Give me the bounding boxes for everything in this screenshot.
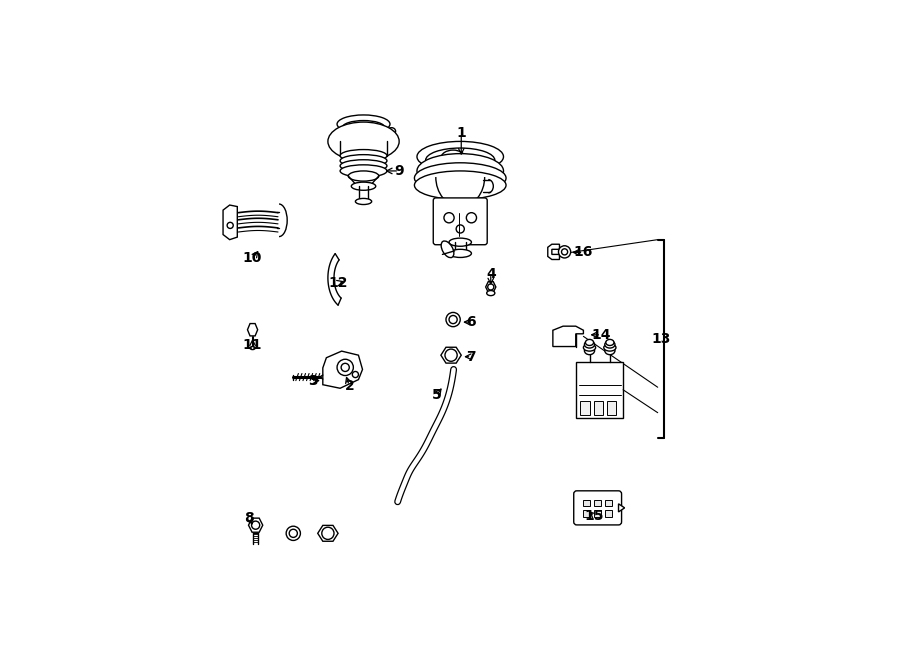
Ellipse shape	[426, 148, 495, 173]
Bar	[607, 401, 616, 415]
Ellipse shape	[356, 198, 372, 204]
Ellipse shape	[351, 182, 375, 190]
Ellipse shape	[605, 341, 615, 348]
Circle shape	[488, 284, 494, 290]
Circle shape	[456, 225, 464, 233]
Bar	[594, 401, 603, 415]
Ellipse shape	[449, 238, 472, 247]
Polygon shape	[553, 326, 583, 346]
Text: 9: 9	[394, 164, 404, 178]
Polygon shape	[486, 282, 496, 292]
Text: 12: 12	[328, 276, 347, 290]
Ellipse shape	[340, 155, 387, 167]
Ellipse shape	[338, 115, 390, 134]
Ellipse shape	[583, 344, 596, 351]
Ellipse shape	[340, 165, 387, 177]
Circle shape	[252, 521, 260, 529]
Circle shape	[445, 349, 457, 362]
Bar	[606, 510, 612, 516]
Ellipse shape	[606, 339, 614, 346]
Text: 10: 10	[243, 251, 262, 266]
Text: 4: 4	[486, 267, 496, 281]
Text: 1: 1	[456, 126, 466, 139]
Ellipse shape	[605, 346, 615, 355]
Polygon shape	[318, 525, 338, 541]
Ellipse shape	[414, 171, 506, 200]
FancyBboxPatch shape	[433, 198, 487, 245]
Ellipse shape	[340, 149, 387, 162]
Ellipse shape	[417, 141, 503, 172]
Circle shape	[341, 364, 349, 371]
Text: 3: 3	[308, 373, 318, 387]
Text: 2: 2	[345, 379, 355, 393]
Ellipse shape	[487, 291, 495, 295]
Ellipse shape	[348, 171, 379, 181]
Circle shape	[322, 527, 334, 539]
FancyBboxPatch shape	[573, 491, 622, 525]
Circle shape	[352, 371, 358, 377]
Circle shape	[446, 313, 460, 327]
Ellipse shape	[441, 241, 454, 258]
Ellipse shape	[441, 150, 465, 167]
Text: 8: 8	[244, 511, 254, 525]
Ellipse shape	[449, 249, 472, 257]
Ellipse shape	[414, 163, 506, 193]
Ellipse shape	[448, 155, 458, 162]
Ellipse shape	[328, 122, 400, 161]
Circle shape	[559, 246, 571, 258]
Text: 16: 16	[573, 245, 593, 259]
Polygon shape	[248, 324, 257, 336]
Bar	[576, 362, 623, 418]
Text: 5: 5	[432, 388, 442, 402]
Circle shape	[227, 222, 233, 229]
Bar	[594, 500, 601, 506]
Polygon shape	[323, 351, 363, 388]
Text: 6: 6	[466, 315, 476, 329]
Ellipse shape	[417, 153, 503, 188]
Bar	[606, 500, 612, 506]
Bar	[583, 510, 590, 516]
Ellipse shape	[584, 346, 595, 355]
Circle shape	[338, 359, 354, 375]
Bar	[594, 510, 601, 516]
Ellipse shape	[584, 341, 595, 348]
Ellipse shape	[387, 128, 396, 135]
Circle shape	[286, 526, 301, 541]
Ellipse shape	[250, 346, 255, 350]
Ellipse shape	[604, 344, 616, 351]
Circle shape	[289, 529, 297, 537]
Bar	[583, 500, 590, 506]
Polygon shape	[548, 244, 560, 260]
Text: 11: 11	[243, 338, 262, 352]
Polygon shape	[248, 518, 263, 532]
Polygon shape	[618, 504, 625, 512]
Text: 7: 7	[466, 350, 476, 364]
Text: 13: 13	[651, 332, 670, 346]
Text: 14: 14	[591, 328, 611, 342]
Ellipse shape	[585, 339, 594, 346]
Ellipse shape	[340, 160, 387, 172]
Ellipse shape	[342, 120, 385, 135]
Circle shape	[466, 213, 476, 223]
Circle shape	[449, 315, 457, 324]
Circle shape	[444, 213, 454, 223]
Polygon shape	[223, 205, 238, 240]
Circle shape	[562, 249, 568, 255]
Polygon shape	[441, 347, 462, 363]
Bar	[580, 401, 590, 415]
Text: 15: 15	[585, 509, 605, 523]
